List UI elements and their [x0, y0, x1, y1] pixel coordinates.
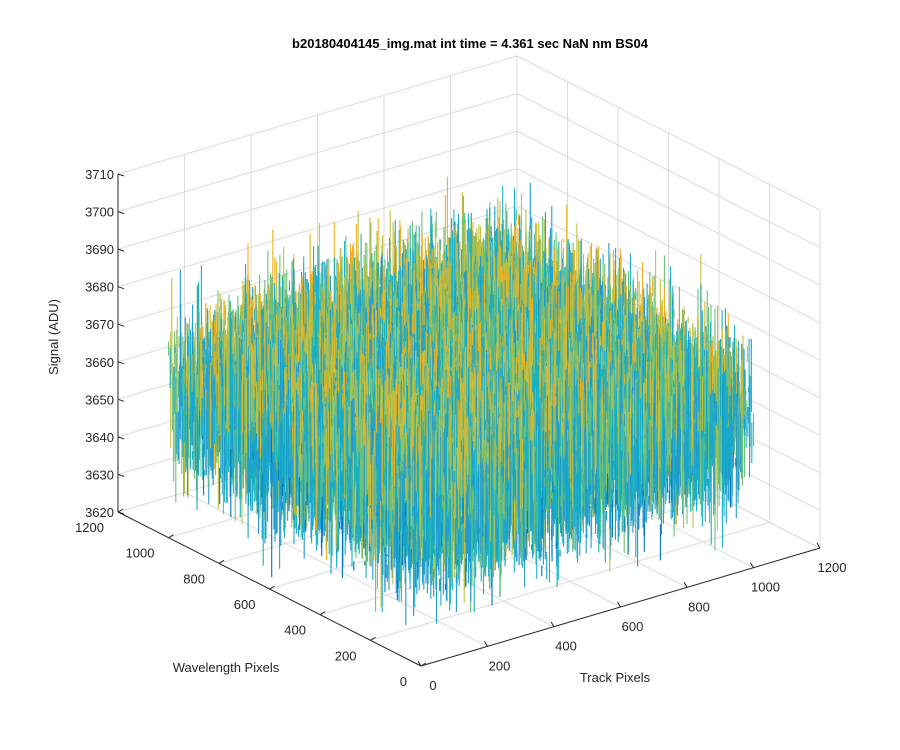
- figure: 0200400600800100012000200400600800100012…: [0, 0, 900, 750]
